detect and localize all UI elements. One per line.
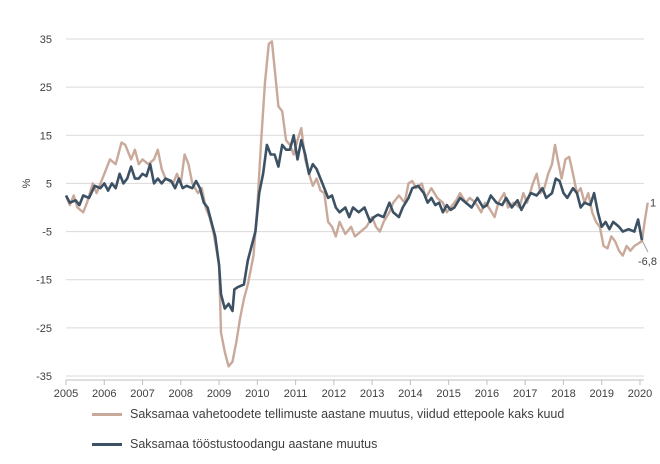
y-tick-label: -15: [36, 275, 52, 287]
x-tick-label: 2020: [628, 388, 652, 400]
y-tick-label: 35: [40, 34, 52, 46]
x-tick-label: 2009: [207, 388, 231, 400]
legend-item-intermediate-goods-orders: Saksamaa vahetoodete tellimuste aastane …: [92, 407, 564, 421]
y-tick-label: -5: [42, 227, 52, 239]
annotation-last-production: -6,8: [638, 256, 657, 268]
x-tick-label: 2014: [398, 388, 422, 400]
y-tick-label: 5: [46, 178, 52, 190]
series-line-1: [64, 40, 649, 368]
x-tick-label: 2010: [245, 388, 269, 400]
x-tick-label: 2018: [551, 388, 575, 400]
annotation-leader-line: [641, 240, 649, 253]
x-tick-label: 2016: [475, 388, 499, 400]
legend-swatch: [92, 412, 122, 416]
x-tick-label: 2013: [360, 388, 384, 400]
x-axis: 2005 2006 2007 2008 2009 2010 2011 2012 2013 2014…: [54, 379, 652, 400]
x-tick-label: 2005: [54, 388, 78, 400]
x-tick-label: 2019: [589, 388, 613, 400]
y-axis-label: %: [21, 178, 33, 188]
y-tick-label: -25: [36, 323, 52, 335]
x-tick-label: 2006: [92, 388, 116, 400]
annotation-last-orders: 1: [650, 198, 656, 210]
legend-swatch: [92, 442, 122, 446]
x-tick-label: 2012: [322, 388, 346, 400]
y-tick-label: 15: [40, 130, 52, 142]
legend-label: Saksamaa tööstustoodangu aastane muutus: [130, 437, 378, 451]
series-lines: [64, 40, 649, 368]
x-tick-label: 2015: [436, 388, 460, 400]
x-tick-label: 2008: [169, 388, 193, 400]
x-tick-label: 2017: [513, 388, 537, 400]
legend-item-industrial-production: Saksamaa tööstustoodangu aastane muutus: [92, 437, 377, 451]
x-tick-label: 2007: [130, 388, 154, 400]
y-tick-label: 25: [40, 82, 52, 94]
x-tick-label: 2011: [284, 388, 308, 400]
y-axis-tick-labels: 35 25 15 5 -5 -15 -25 -35: [36, 34, 52, 383]
y-tick-label: -35: [36, 371, 52, 383]
legend-label: Saksamaa vahetoodete tellimuste aastane …: [130, 407, 565, 421]
series-line-2: [64, 134, 644, 313]
annotations: 1 -6,8: [638, 198, 657, 268]
